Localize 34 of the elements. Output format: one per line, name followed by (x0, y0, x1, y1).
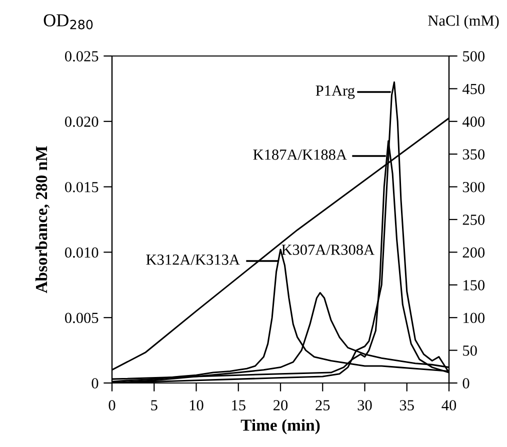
y2-tick-label: 450 (462, 84, 485, 94)
x-axis-title: Time (min) (240, 419, 320, 434)
x-tick-label: 20 (274, 400, 288, 410)
y2-tick-label: 200 (462, 247, 485, 258)
y-tick-label: 0.005 (65, 312, 98, 324)
y2-tick-label: 500 (463, 51, 485, 62)
y2-tick-label: 100 (464, 312, 485, 324)
y2-tick-label: 250 (462, 214, 485, 225)
x-tick-label: 40 (442, 400, 456, 410)
x-tick-label: 5 (151, 400, 158, 410)
y2-tick-label: 400 (462, 116, 485, 127)
x-tick-label: 25 (316, 400, 330, 410)
y-axis-title: Absorbance, 280 nM (35, 146, 50, 294)
annotation: K307A/R308A (282, 244, 374, 255)
y2-tick-label: 150 (464, 280, 485, 290)
x-tick-label: 15 (232, 400, 246, 410)
y2-tick-label: 350 (462, 149, 485, 160)
y2-tick-label: 50 (463, 345, 477, 356)
x-tick-label: 0 (108, 400, 116, 410)
chart-title: OD$_{280}$ (44, 14, 93, 30)
y2-axis-title: NaCl (mM) (428, 15, 499, 29)
y-tick-label: 0 (92, 378, 98, 388)
y-tick-label: 0.015 (65, 182, 98, 192)
annotation: K187A/K188A (253, 150, 347, 160)
y-tick-label: 0.010 (65, 247, 98, 258)
y2-tick-label: 0 (462, 378, 470, 388)
y2-tick-label: 300 (462, 182, 485, 192)
x-tick-label: 35 (400, 400, 414, 410)
x-tick-label: 10 (190, 400, 204, 410)
y-tick-label: 0.025 (65, 51, 98, 62)
annotation: P1Arg (316, 86, 355, 99)
x-tick-label: 30 (358, 400, 372, 410)
y-tick-label: 0.020 (65, 116, 98, 127)
annotation: K312A/K313A (146, 254, 240, 265)
